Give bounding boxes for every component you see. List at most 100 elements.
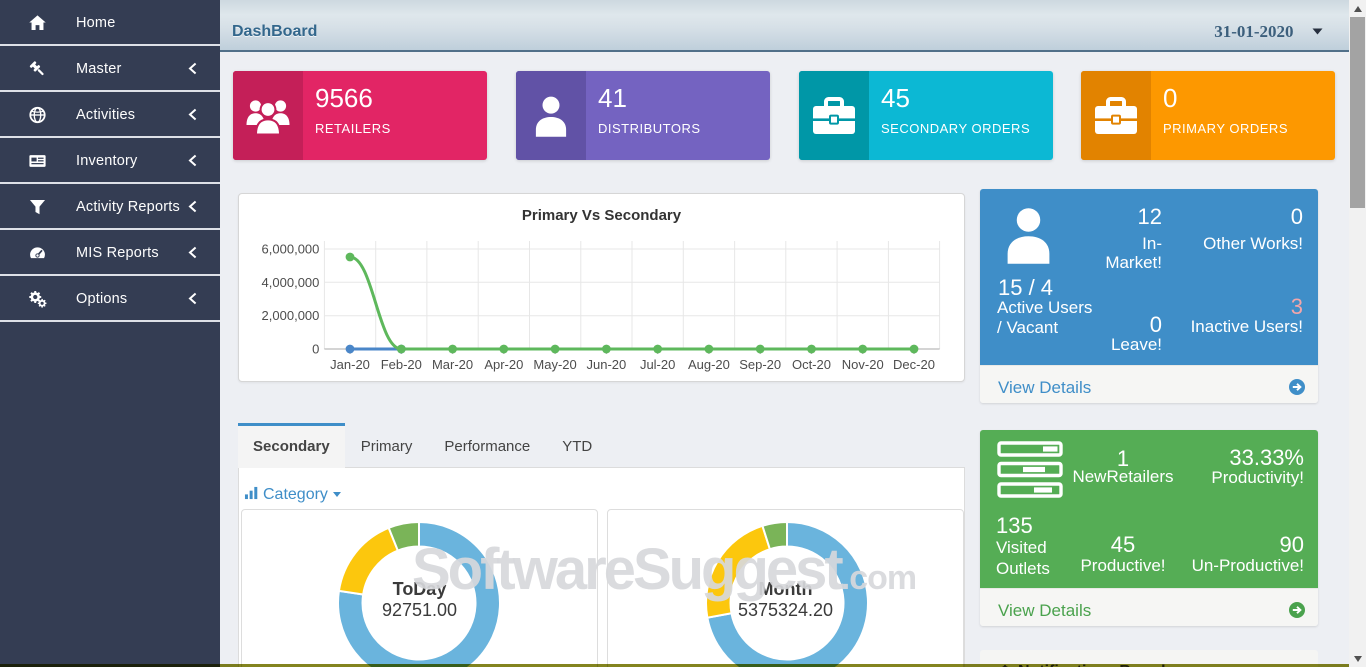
sales-view-details-link[interactable]: View Details: [998, 601, 1092, 620]
donut-chart-month: [702, 518, 872, 667]
sidebar-item-master[interactable]: Master: [0, 46, 220, 92]
sidebar: Home Master Activities Inventory Activity Re…: [0, 0, 220, 667]
arrow-circle-right-icon[interactable]: [1289, 379, 1305, 395]
new-retailers-label: NewRetailers: [1072, 467, 1174, 486]
stat-card-label: PRIMARY ORDERS: [1163, 121, 1288, 136]
svg-text:Oct-20: Oct-20: [792, 357, 831, 372]
chevron-left-icon: [187, 200, 198, 213]
sidebar-item-inventory[interactable]: Inventory: [0, 138, 220, 184]
users-icon: [233, 71, 303, 160]
notifications-panel: Notifications Board: [980, 650, 1318, 667]
scroll-down-button[interactable]: [1349, 650, 1366, 667]
bar-chart-icon: [244, 486, 259, 500]
stat-card-secondary-orders: 45 SECONDARY ORDERS: [799, 71, 1053, 160]
line-chart-panel: Primary Vs Secondary 0 2,000,000 4,000,000…: [238, 193, 965, 382]
sidebar-item-label: Activity Reports: [76, 199, 180, 215]
sidebar-item-label: Activities: [76, 107, 136, 123]
page-title: DashBoard: [232, 23, 318, 40]
svg-text:0: 0: [312, 342, 319, 357]
chart-title: Primary Vs Secondary: [521, 207, 682, 224]
active-users-label: Active Users / Vacant: [997, 298, 1093, 337]
scroll-up-button[interactable]: [1349, 0, 1366, 17]
svg-text:May-20: May-20: [533, 357, 576, 372]
stat-card-retailers: 9566 RETAILERS: [233, 71, 487, 160]
tabs: Secondary Primary Performance YTD: [238, 423, 608, 468]
sidebar-item-label: Master: [76, 61, 122, 77]
sidebar-item-options[interactable]: Options: [0, 276, 220, 322]
date-value: 31-01-2020: [1214, 22, 1294, 41]
sales-status-panel: 1 NewRetailers 33.33% Productivity! 135 …: [980, 430, 1318, 626]
sidebar-item-label: MIS Reports: [76, 245, 159, 261]
leave-value: 0: [1149, 312, 1162, 337]
in-market-label: In-Market!: [1105, 234, 1162, 272]
sidebar-item-activity-reports[interactable]: Activity Reports: [0, 184, 220, 230]
visited-outlets-value: 135: [996, 513, 1033, 538]
user-icon: [1005, 204, 1052, 266]
stat-card-value: 45: [881, 83, 910, 113]
sidebar-item-label: Options: [76, 291, 128, 307]
in-market-value: 12: [1137, 204, 1162, 229]
chevron-left-icon: [187, 154, 198, 167]
tab-primary[interactable]: Primary: [360, 438, 413, 455]
svg-text:4,000,000: 4,000,000: [262, 275, 320, 290]
svg-text:Jun-20: Jun-20: [587, 357, 627, 372]
inactive-users-label: Inactive Users!: [1190, 317, 1303, 336]
team-view-details-link[interactable]: View Details: [998, 378, 1092, 397]
sidebar-item-label: Home: [76, 15, 116, 31]
other-works-label: Other Works!: [1203, 234, 1303, 253]
inactive-users-value: 3: [1290, 294, 1303, 319]
sidebar-item-home[interactable]: Home: [0, 0, 220, 46]
svg-text:Jul-20: Jul-20: [640, 357, 675, 372]
leave-label: Leave!: [1110, 335, 1162, 354]
productivity-label: Productivity!: [1211, 468, 1304, 487]
chevron-left-icon: [187, 108, 198, 121]
productive-label: Productive!: [1080, 556, 1166, 575]
stat-card-label: RETAILERS: [315, 121, 391, 136]
stat-card-label: DISTRIBUTORS: [598, 121, 701, 136]
tab-secondary[interactable]: Secondary: [238, 423, 345, 468]
caret-down-icon: [1312, 22, 1323, 40]
notifications-title: Notifications Board: [1018, 663, 1166, 667]
svg-text:2,000,000: 2,000,000: [262, 308, 320, 323]
tab-performance[interactable]: Performance: [444, 438, 531, 455]
svg-text:Apr-20: Apr-20: [484, 357, 523, 372]
sidebar-item-label: Inventory: [76, 153, 138, 169]
team-status-panel: 15 / 4 Active Users / Vacant 12 In-Marke…: [980, 189, 1318, 403]
stat-card-label: SECONDARY ORDERS: [881, 121, 1031, 136]
filter-icon: [28, 198, 47, 216]
tab-content: Category ToDay 92751.00 Month 5375324.20: [238, 467, 965, 667]
user-icon: [516, 71, 586, 160]
sidebar-item-mis-reports[interactable]: MIS Reports: [0, 230, 220, 276]
tab-ytd[interactable]: YTD: [562, 438, 593, 455]
sales-status-body: 1 NewRetailers 33.33% Productivity! 135 …: [980, 430, 1318, 588]
active-users-value: 15 / 4: [998, 275, 1054, 300]
svg-text:Mar-20: Mar-20: [432, 357, 473, 372]
stat-card-primary-orders: 0 PRIMARY ORDERS: [1081, 71, 1335, 160]
vertical-scrollbar: [1349, 0, 1366, 667]
briefcase-icon: [1081, 71, 1151, 160]
date-picker[interactable]: 31-01-2020: [1214, 22, 1323, 42]
tasks-icon: [997, 441, 1068, 498]
scrollbar-thumb[interactable]: [1350, 17, 1365, 208]
header: DashBoard 31-01-2020: [220, 0, 1349, 52]
chevron-left-icon: [187, 62, 198, 75]
svg-text:Feb-20: Feb-20: [381, 357, 422, 372]
sidebar-item-activities[interactable]: Activities: [0, 92, 220, 138]
team-status-body: 15 / 4 Active Users / Vacant 12 In-Marke…: [980, 189, 1318, 365]
productivity-value: 33.33%: [1229, 445, 1304, 470]
svg-text:Aug-20: Aug-20: [688, 357, 730, 372]
briefcase-icon: [799, 71, 869, 160]
home-icon: [28, 14, 47, 32]
category-dropdown[interactable]: Category: [244, 486, 341, 504]
globe-icon: [28, 106, 47, 124]
chevron-left-icon: [187, 246, 198, 259]
notifications-header: Notifications Board: [998, 663, 1166, 667]
unproductive-value: 90: [1279, 532, 1304, 557]
arrow-circle-right-icon[interactable]: [1289, 602, 1305, 618]
donut-card-month: Month 5375324.20: [607, 509, 964, 667]
new-retailers-value: 1: [1116, 446, 1130, 471]
svg-text:6,000,000: 6,000,000: [262, 242, 320, 257]
line-chart: 0 2,000,000 4,000,000 6,000,000 Jan-20 Feb-20…: [239, 194, 964, 386]
tachometer-icon: [28, 244, 47, 262]
gears-icon: [28, 290, 47, 308]
